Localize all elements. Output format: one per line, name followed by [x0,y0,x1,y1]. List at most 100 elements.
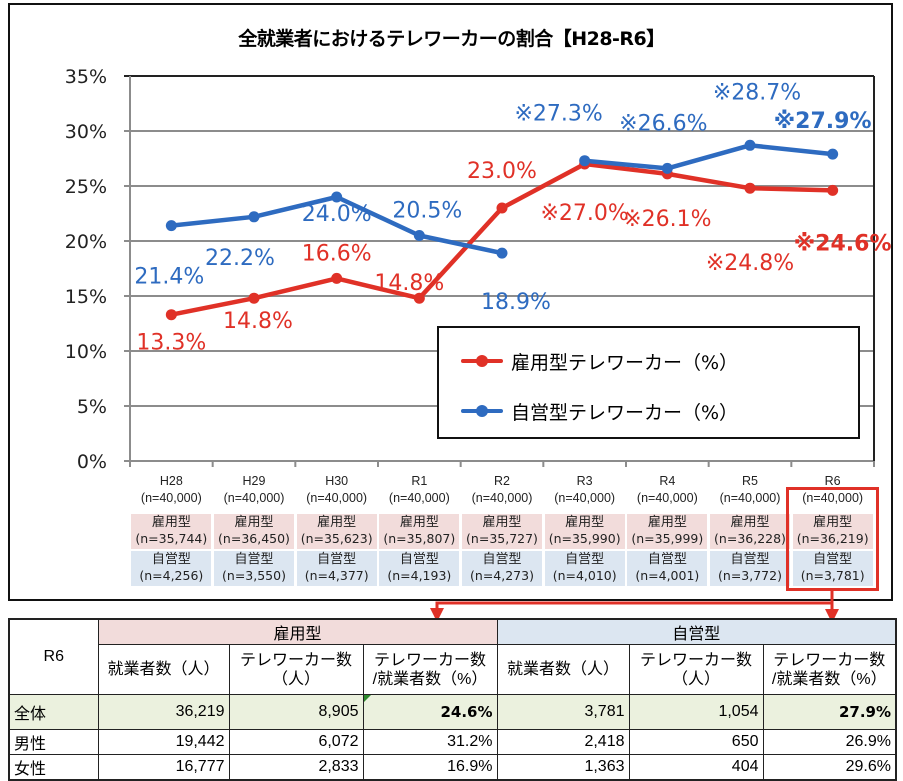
data-label: 24.0% [302,202,372,227]
data-label: 21.4% [134,265,204,290]
x-category-label: R3 (n=40,000) [554,474,616,505]
y-tick-label: 20% [65,231,107,253]
data-label: 14.8% [223,309,293,334]
data-point [579,155,591,167]
r6-highlight-box [786,487,879,591]
table-cell: 404 [628,754,764,781]
employed-sample-cell: 雇用型 (n=35,990) [544,514,625,549]
data-point [744,182,756,194]
legend-item-employed: 雇用型テレワーカー（%） [461,346,738,376]
table-cell: 26.9% [762,729,897,755]
employed-sample-cell: 雇用型 (n=35,727) [462,514,542,549]
r6-detail-table: R6 雇用型 自営型 就業者数（人） テレワーカー数 （人） テレワーカー数/就業者数… [8,618,897,781]
self-employed-sample-cell: 自営型 (n=4,193) [379,551,460,586]
column-header: 就業者数（人） [496,644,630,695]
employed-sample-cell: 雇用型 (n=36,219) [792,514,873,549]
employed-sample-cell: 雇用型 (n=35,623) [296,514,377,549]
data-point [496,247,508,259]
self-employed-sample-cell: 自営型 (n=3,781) [792,551,873,586]
group-header-self-employed: 自営型 [496,618,897,645]
row-label: 女性 [8,754,99,781]
data-label: ※28.7% [713,80,801,105]
data-label: ※27.3% [515,102,603,127]
column-header: テレワーカー数 （人） [628,644,764,695]
data-label: 13.3% [136,331,206,356]
table-row: 女性 16,777 2,833 16.9% 1,363 404 29.6% [8,754,897,781]
self-employed-sample-cell: 自営型 (n=4,377) [296,551,377,586]
data-point [413,292,425,304]
y-axis: 0% 5% 10% 15% 20% 25% 30% 35% [65,66,875,473]
column-header: テレワーカー数/就業者数（%） [762,644,897,695]
employed-sample-cell: 雇用型 (n=35,744) [131,514,212,549]
x-category-label: H30 (n=40,000) [306,474,368,505]
data-point [248,211,260,223]
employed-sample-cell: 雇用型 (n=35,807) [379,514,460,549]
row-label: 男性 [8,729,99,755]
legend-label: 自営型テレワーカー（%） [511,401,739,424]
data-label: ※27.0% [541,201,629,226]
data-label: 18.9% [481,290,551,315]
data-label: ※24.8% [706,251,794,276]
x-category-label: R5 (n=40,000) [719,474,781,505]
data-label: 22.2% [205,246,275,271]
data-label: 20.5% [392,199,462,224]
table-cell: 8,905 [228,694,364,730]
data-point [827,148,839,160]
table-corner: R6 [8,618,99,695]
table-cell: 19,442 [97,729,230,755]
table-cell: 1,054 [628,694,764,730]
arrow-down-icon [825,609,839,623]
y-tick-label: 10% [65,341,107,363]
data-label: ※27.9% [774,109,872,134]
table-cell: 36,219 [97,694,230,730]
table-row: 全体 36,219 8,905 24.6% 3,781 1,054 27.9% [8,694,897,730]
employed-sample-cell: 雇用型 (n=36,228) [710,514,790,549]
self-employed-sample-cell: 自営型 (n=4,001) [627,551,708,586]
table-cell: 2,418 [496,729,630,755]
column-header-row: 就業者数（人） テレワーカー数 （人） テレワーカー数/就業者数（%） 就業者数（人）テ… [9,644,897,695]
self-employed-sample-cell: 自営型 (n=4,273) [462,551,542,586]
x-category-label: R4 (n=40,000) [636,474,698,505]
data-point [744,139,756,151]
self-employed-sample-cell: 自営型 (n=4,010) [544,551,625,586]
column-header: 就業者数（人） [97,644,230,695]
table-cell: 2,833 [228,754,364,781]
legend-line-marker-icon [461,351,503,371]
chart-title: 全就業者におけるテレワーカーの割合【H28-R6】 [238,28,665,50]
data-point [165,309,177,321]
y-tick-label: 0% [77,451,107,473]
table-cell: 27.9% [762,694,897,730]
y-tick-label: 15% [65,286,107,308]
data-label: 14.8% [374,271,444,296]
x-category-label: R2 (n=40,000) [471,474,533,505]
data-point [827,184,839,196]
table-cell: 16,777 [97,754,230,781]
table-row: 男性 19,442 6,072 31.2% 2,418 650 26.9% [8,729,897,755]
series-points [165,139,839,321]
arrow-down-icon [430,608,444,622]
table-cell: 650 [628,729,764,755]
data-point [248,292,260,304]
x-category-label: H28 (n=40,000) [140,474,202,505]
data-point [413,230,425,241]
data-label: 16.6% [302,241,372,266]
y-tick-label: 5% [77,396,107,418]
data-labels: 13.3%14.8%16.6%14.8%23.0%※27.0%※26.1%※24… [134,80,891,355]
self-employed-sample-cell: 自営型 (n=4,256) [131,551,212,586]
y-tick-label: 25% [65,176,107,198]
column-header: テレワーカー数/就業者数（%） [362,644,498,695]
group-header-employed: 雇用型 [97,618,498,645]
data-point [331,272,343,284]
legend: 雇用型テレワーカー（%） 自営型テレワーカー（%） [437,326,860,439]
x-category-label: H29 (n=40,000) [223,474,285,505]
data-point [165,220,177,232]
self-employed-sample-cell: 自営型 (n=3,550) [214,551,294,586]
data-label: ※26.6% [619,111,707,136]
x-axis [129,461,875,467]
employed-sample-cell: 雇用型 (n=35,999) [627,514,708,549]
callout-connector [435,590,834,610]
chart-frame [8,3,893,601]
table-cell: 29.6% [762,754,897,781]
table-cell: 24.6% [362,694,498,730]
